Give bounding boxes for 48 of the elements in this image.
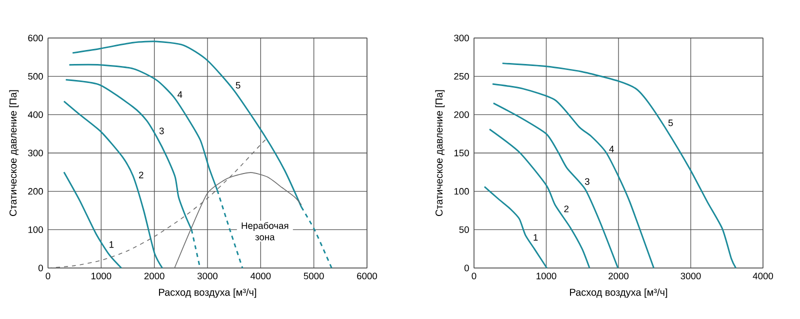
x-tick-label: 3000 (680, 272, 701, 280)
y-tick-label: 300 (454, 34, 469, 42)
y-tick-label: 200 (454, 111, 469, 118)
series-label: 2 (139, 172, 144, 178)
series-label: 4 (178, 91, 182, 98)
x-tick-label: 4000 (752, 272, 774, 280)
x-tick-label: 5000 (304, 272, 324, 280)
x-tick-label: 4000 (250, 272, 271, 280)
series-label: 3 (159, 128, 164, 134)
x-tick-label: 2000 (144, 272, 164, 280)
line-series (63, 171, 122, 269)
x-tick-label: 3000 (197, 272, 218, 280)
y-tick-label: 150 (454, 150, 469, 156)
y-tick-label: 500 (28, 73, 43, 80)
line-series (492, 102, 619, 269)
x-tick-label: 1000 (92, 272, 112, 280)
y-tick-label: 0 (464, 264, 469, 272)
series-label: 3 (584, 178, 590, 185)
y-tick-label: 200 (28, 188, 43, 195)
series-label: 1 (534, 234, 538, 241)
series-label: 5 (668, 120, 673, 126)
series-label: 5 (236, 82, 240, 89)
y-tick-label: 250 (454, 73, 469, 80)
series-label: 4 (609, 146, 614, 152)
line-series (484, 186, 548, 269)
line-series (492, 83, 654, 269)
line-series (63, 100, 164, 269)
y-tick-label: 100 (454, 188, 469, 195)
x-tick-label: 6000 (357, 272, 378, 280)
line-series (488, 128, 590, 269)
y-tick-label: 300 (28, 150, 43, 156)
x-tick-label: 1000 (536, 272, 556, 280)
y-tick-label: 100 (28, 226, 43, 233)
y-axis-title: Статическое давление [Па] (435, 90, 445, 216)
y-tick-label: 50 (459, 226, 469, 233)
y-tick-label: 0 (38, 264, 43, 272)
series-label: 1 (110, 241, 114, 248)
series-label: 2 (564, 206, 569, 212)
y-tick-label: 600 (28, 34, 43, 42)
x-tick-label: 0 (46, 272, 50, 280)
line-series (502, 62, 737, 269)
x-tick-label: 0 (472, 272, 476, 280)
y-tick-label: 400 (28, 111, 43, 118)
x-axis-title: Расход воздуха [м³/ч] (159, 288, 256, 298)
x-axis-title: Расход воздуха [м³/ч] (570, 288, 668, 298)
x-tick-label: 2000 (608, 272, 629, 280)
annotation: Нерабочая зона (242, 222, 288, 240)
y-axis-title: Статическое давление [Па] (9, 90, 19, 216)
